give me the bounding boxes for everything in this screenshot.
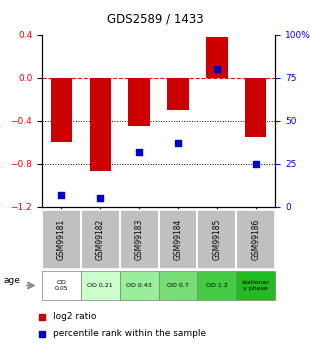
Bar [167, 78, 189, 110]
Point [175, 140, 180, 146]
Point [39, 331, 44, 337]
Bar [236, 271, 275, 300]
Point [59, 192, 64, 198]
Bar [81, 210, 120, 269]
Bar [51, 78, 72, 142]
Bar [128, 78, 150, 126]
Text: OD 0.43: OD 0.43 [126, 283, 152, 288]
Bar [81, 271, 120, 300]
Point [215, 66, 220, 72]
Text: GSM99181: GSM99181 [57, 219, 66, 260]
Text: age: age [3, 276, 20, 285]
Bar [197, 271, 236, 300]
Text: GSM99185: GSM99185 [212, 219, 221, 260]
Text: OD
0.05: OD 0.05 [55, 280, 68, 291]
Bar [236, 210, 275, 269]
Text: percentile rank within the sample: percentile rank within the sample [53, 329, 206, 338]
Text: OD 0.7: OD 0.7 [167, 283, 189, 288]
Text: log2 ratio: log2 ratio [53, 312, 96, 321]
Text: OD 1.2: OD 1.2 [206, 283, 228, 288]
Point [39, 314, 44, 319]
Bar [206, 37, 228, 78]
Text: GSM99183: GSM99183 [135, 219, 144, 260]
Text: GDS2589 / 1433: GDS2589 / 1433 [107, 12, 204, 25]
Bar [159, 210, 197, 269]
Bar [120, 210, 159, 269]
Bar [159, 271, 197, 300]
Bar [90, 78, 111, 171]
Text: OD 0.21: OD 0.21 [87, 283, 113, 288]
Bar [42, 210, 81, 269]
Point [253, 161, 258, 167]
Text: GSM99182: GSM99182 [96, 219, 105, 260]
Bar [245, 78, 267, 137]
Bar [197, 210, 236, 269]
Point [98, 196, 103, 201]
Text: GSM99184: GSM99184 [174, 219, 183, 260]
Text: stationar
y phase: stationar y phase [242, 280, 270, 291]
Text: GSM99186: GSM99186 [251, 219, 260, 260]
Bar [120, 271, 159, 300]
Bar [42, 271, 81, 300]
Point [137, 149, 142, 155]
